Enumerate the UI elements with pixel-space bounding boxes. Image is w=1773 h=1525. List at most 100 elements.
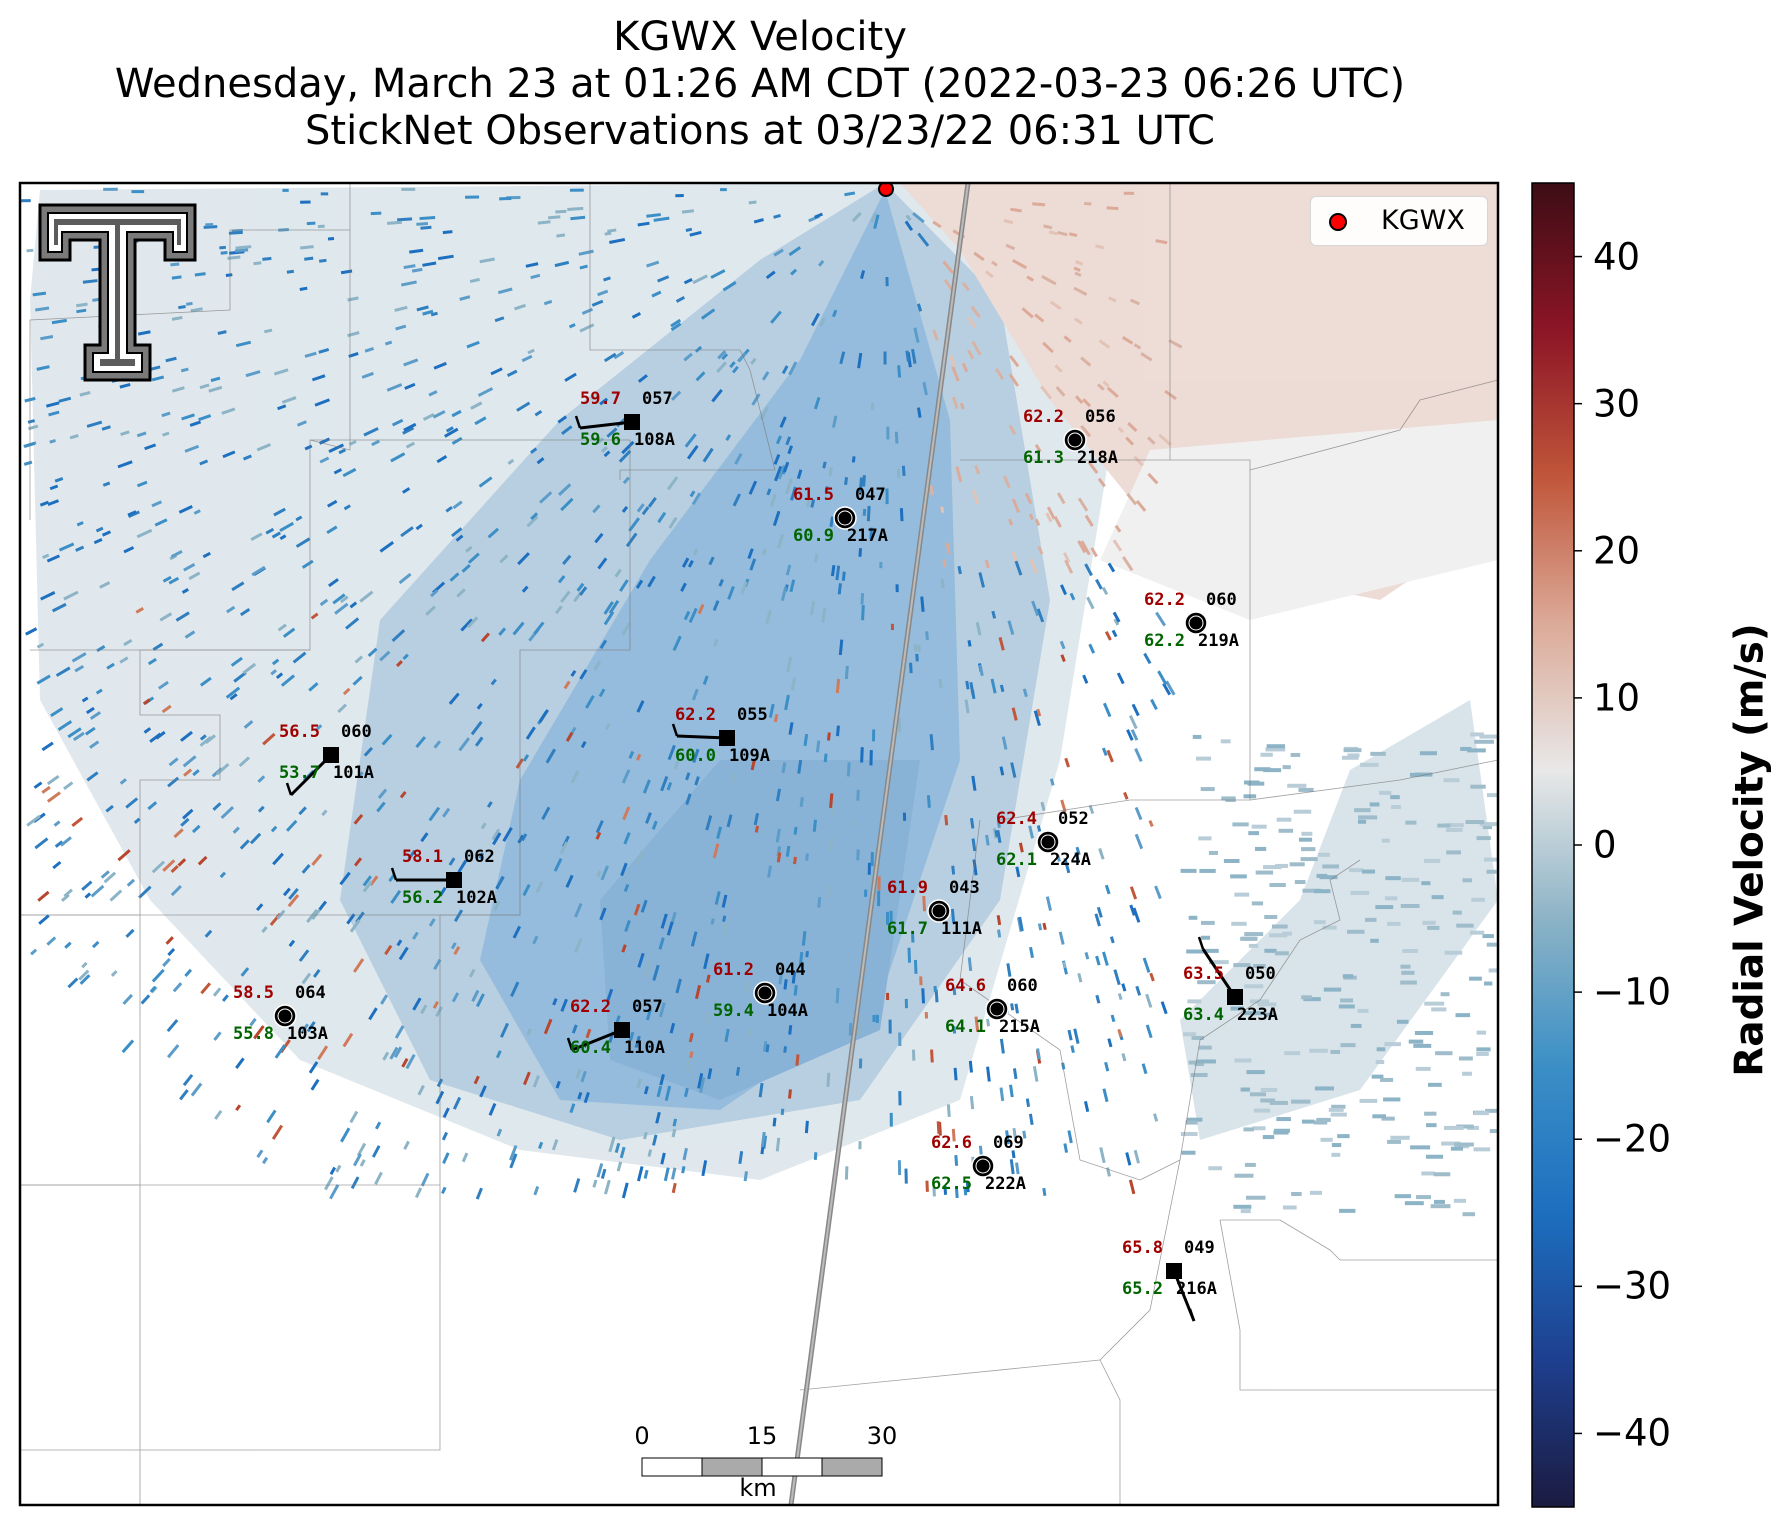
velocity-gate: [1121, 336, 1134, 345]
velocity-gate: [721, 353, 729, 361]
station-wind-direction: 043: [949, 878, 980, 898]
velocity-gate: [368, 1007, 378, 1021]
station-marker[interactable]: [614, 1022, 630, 1038]
velocity-gate: [184, 630, 196, 639]
velocity-gate: [1194, 1062, 1204, 1067]
velocity-gate: [621, 440, 635, 455]
velocity-gate: [256, 1149, 264, 1158]
velocity-gate: [1123, 791, 1129, 800]
velocity-gate: [400, 280, 417, 287]
velocity-gate: [776, 852, 782, 863]
velocity-gate: [340, 1127, 351, 1143]
velocity-gate: [348, 439, 357, 446]
velocity-gate: [780, 1108, 785, 1116]
velocity-gate: [350, 1176, 360, 1190]
radar-site-marker[interactable]: [878, 182, 894, 197]
velocity-gate: [787, 445, 794, 455]
velocity-gate: [1116, 672, 1125, 685]
velocity-gate: [412, 997, 422, 1011]
velocity-gate: [1401, 970, 1415, 975]
velocity-gate: [478, 852, 485, 860]
velocity-gate: [1264, 914, 1278, 919]
velocity-gate: [1274, 1128, 1290, 1133]
velocity-gate: [54, 840, 64, 848]
station-marker[interactable]: [1227, 989, 1243, 1005]
velocity-gate: [1094, 913, 1101, 927]
velocity-gate: [420, 1172, 430, 1187]
velocity-gate: [559, 841, 569, 855]
velocity-gate: [359, 1159, 366, 1167]
station-temperature: 62.4: [996, 809, 1037, 829]
velocity-gate: [1254, 846, 1267, 851]
velocity-gate: [929, 485, 934, 496]
station-dewpoint: 55.8: [233, 1024, 274, 1044]
velocity-gate: [579, 264, 588, 270]
velocity-gate: [781, 365, 789, 375]
velocity-gate: [689, 1051, 694, 1059]
velocity-gate: [788, 361, 798, 376]
station-marker[interactable]: [985, 997, 1009, 1021]
velocity-gate: [1453, 1198, 1466, 1203]
velocity-gate: [493, 900, 501, 911]
colorbar-tick-label: −20: [1593, 1117, 1672, 1161]
velocity-gate: [1470, 784, 1486, 789]
station-marker[interactable]: [446, 872, 462, 888]
station-marker[interactable]: [1166, 1263, 1182, 1279]
scale-label-0: 0: [634, 1422, 650, 1450]
velocity-gate: [1350, 890, 1370, 895]
station-marker[interactable]: [927, 899, 951, 923]
velocity-gate: [200, 982, 212, 995]
velocity-gate: [1041, 274, 1057, 286]
velocity-gate: [666, 781, 673, 791]
velocity-gate: [348, 352, 359, 358]
velocity-gate: [561, 425, 573, 435]
velocity-gate: [1084, 514, 1094, 527]
station-wind-direction: 050: [1245, 964, 1276, 984]
velocity-gate: [326, 499, 338, 508]
velocity-gate: [1063, 857, 1071, 874]
velocity-gate: [1147, 472, 1159, 485]
velocity-gate: [1322, 925, 1337, 930]
velocity-gate: [609, 237, 626, 245]
velocity-gate: [562, 554, 572, 565]
velocity-gate: [470, 720, 483, 736]
velocity-gate: [526, 1028, 532, 1036]
velocity-gate: [1031, 600, 1040, 617]
velocity-gate: [604, 231, 612, 236]
velocity-gate: [1309, 1190, 1323, 1195]
velocity-gate: [1113, 618, 1120, 626]
station-marker[interactable]: [1184, 611, 1208, 635]
velocity-gate: [147, 657, 157, 666]
velocity-gate: [620, 862, 628, 877]
velocity-gate: [1387, 921, 1401, 926]
velocity-gate: [461, 563, 471, 573]
velocity-gate: [1148, 820, 1154, 828]
station-marker[interactable]: [719, 730, 735, 746]
velocity-gate: [545, 748, 557, 764]
wind-barb: [579, 420, 633, 430]
station-marker[interactable]: [273, 1004, 297, 1028]
station-marker[interactable]: [323, 747, 339, 763]
station-marker[interactable]: [1063, 428, 1087, 452]
station-marker[interactable]: [624, 414, 640, 430]
velocity-gate: [869, 527, 873, 540]
velocity-gate: [1302, 888, 1321, 893]
velocity-gate: [592, 504, 601, 514]
velocity-gate: [1198, 836, 1212, 841]
velocity-gate: [1154, 885, 1162, 900]
velocity-gate: [1077, 973, 1083, 983]
station-marker[interactable]: [971, 1154, 995, 1178]
station-marker[interactable]: [1036, 830, 1060, 854]
velocity-gate: [352, 675, 363, 686]
station-marker[interactable]: [753, 981, 777, 1005]
velocity-gate: [1243, 1127, 1254, 1132]
velocity-gate: [1476, 1030, 1487, 1035]
velocity-gate: [445, 426, 454, 433]
velocity-gate: [320, 192, 329, 196]
station-marker[interactable]: [833, 506, 857, 530]
velocity-gate: [599, 907, 607, 921]
velocity-gate: [972, 489, 980, 505]
velocity-gate: [951, 865, 956, 875]
velocity-gate: [386, 220, 402, 225]
